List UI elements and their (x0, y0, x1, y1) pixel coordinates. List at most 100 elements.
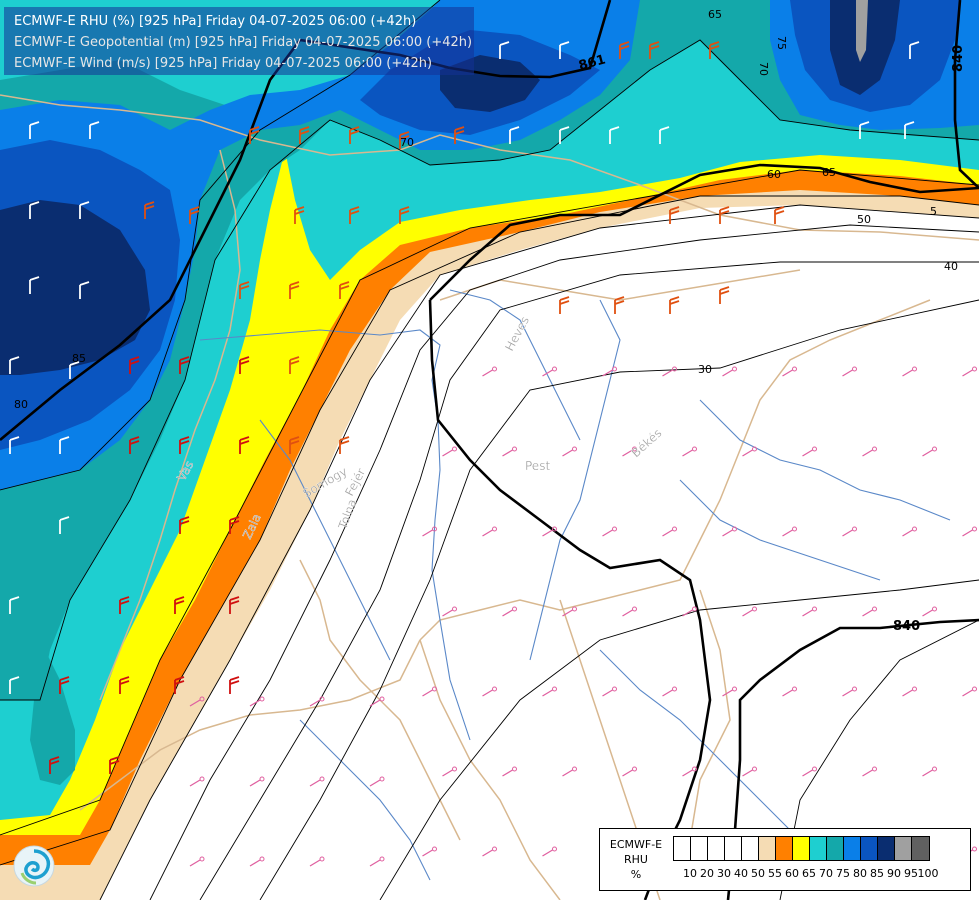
wind-barb-calm (682, 446, 697, 457)
legend-swatch (878, 837, 895, 860)
title-wind: ECMWF-E Wind (m/s) [925 hPa] Friday 04-0… (14, 56, 433, 71)
wind-barb-calm (562, 446, 577, 457)
legend-tick-label: 100 (917, 867, 939, 880)
rhu-label-5: 5 (930, 205, 937, 218)
rhu-label-70-mid: 70 (400, 136, 414, 149)
rhu-label-50: 50 (857, 213, 871, 226)
isoline-60 (0, 195, 979, 866)
rhu-band-95-right (856, 0, 868, 62)
wind-barb-calm (902, 366, 917, 377)
wind-barb (229, 596, 240, 614)
wind-barb-calm (442, 606, 457, 617)
wind-barb-calm (502, 766, 517, 777)
wind-barb-calm (189, 856, 205, 867)
wind-barb (349, 126, 360, 144)
wind-barb-calm (662, 686, 677, 697)
wind-barbs-layer (9, 41, 977, 867)
wind-barb-calm (482, 686, 497, 697)
wind-barb (509, 126, 520, 144)
wind-barb-calm (309, 856, 325, 867)
legend-swatch (725, 837, 742, 860)
wind-barb-calm (189, 776, 205, 787)
wind-barb-calm (922, 446, 937, 457)
wind-barb (719, 286, 730, 304)
wind-barb (299, 126, 310, 144)
wind-barb-calm (902, 526, 917, 537)
wind-barb-calm (962, 526, 977, 537)
wind-barb-calm (542, 846, 557, 857)
geopotential-840-mid (428, 299, 712, 900)
river-north-1 (449, 289, 581, 441)
river-west-1 (259, 419, 391, 661)
wind-barb-calm (482, 366, 497, 377)
wind-barb (614, 296, 625, 314)
geopotential-840-south (726, 618, 979, 900)
wind-barb (339, 281, 350, 299)
isoline-40 (199, 261, 979, 900)
legend-swatch (691, 837, 708, 860)
wind-barb-calm (542, 366, 557, 377)
wind-barb-calm (722, 366, 737, 377)
rhu-label-65: 65 (822, 166, 836, 179)
legend-swatch (708, 837, 725, 860)
wind-barb-calm (309, 776, 325, 787)
wind-barb-calm (722, 526, 737, 537)
wind-barb-calm (862, 606, 877, 617)
title-geopotential: ECMWF-E Geopotential (m) [925 hPa] Frida… (14, 35, 473, 50)
wind-barb (59, 516, 70, 534)
rhu-label-75-top: 75 (775, 36, 788, 50)
legend-swatch (895, 837, 912, 860)
legend-color-scale (673, 836, 930, 861)
wind-barb (904, 121, 915, 139)
isoline-30 (259, 299, 979, 900)
legend-tick-label: 85 (870, 867, 884, 880)
wind-barb (129, 356, 140, 374)
title-panel: ECMWF-E RHU (%) [925 hPa] Friday 04-07-2… (4, 7, 474, 75)
contour-labels: 861 840 840 65 75 70 70 60 65 50 5 40 30… (14, 8, 966, 634)
wind-barb (9, 676, 20, 694)
wind-barb (59, 436, 70, 454)
wind-barb-calm (782, 366, 797, 377)
wind-barb-calm (249, 776, 265, 787)
wind-barb (499, 41, 510, 59)
legend-tick-label: 60 (785, 867, 799, 880)
wind-barb (709, 41, 720, 59)
wind-barb (659, 126, 670, 144)
wind-barb-calm (562, 766, 577, 777)
wind-barb (909, 41, 920, 59)
wind-barb (129, 436, 140, 454)
wind-barb (229, 676, 240, 694)
wind-barb-calm (802, 446, 817, 457)
wind-barb (289, 356, 300, 374)
wind-barb-calm (602, 526, 617, 537)
rhu-label-60: 60 (767, 168, 781, 181)
wind-barb-calm (482, 846, 497, 857)
wind-barb-calm (369, 856, 385, 867)
rhu-legend: ECMWF-E RHU % 10 20 30 40 50 55 60 65 70 75 80 85 90… (599, 828, 971, 891)
wind-barb-calm (922, 766, 937, 777)
place-pest: Pest (525, 459, 550, 473)
isoline-50 (149, 224, 979, 900)
borders-layer (0, 94, 979, 900)
legend-tick-label: 40 (734, 867, 748, 880)
wind-barb (9, 356, 20, 374)
legend-label: ECMWF-E RHU % (600, 837, 672, 882)
wind-barb (174, 676, 185, 694)
title-rhu: ECMWF-E RHU (%) [925 hPa] Friday 04-07-2… (14, 14, 417, 29)
wind-barb-calm (482, 526, 497, 537)
wind-barb-calm (862, 446, 877, 457)
legend-variable: RHU (624, 853, 648, 866)
legend-tick-label: 65 (802, 867, 816, 880)
legend-tick-label: 70 (819, 867, 833, 880)
legend-tick-label: 55 (768, 867, 782, 880)
isoline-30b (379, 579, 979, 900)
geopotential-840-right (953, 0, 979, 189)
rhu-label-85: 85 (72, 352, 86, 365)
rhu-label-70-top: 70 (757, 62, 770, 76)
geo-label-840-bottom: 840 (893, 619, 920, 634)
border-inner-5 (299, 559, 461, 841)
wind-barb-calm (422, 846, 437, 857)
isoline-65 (0, 169, 979, 836)
